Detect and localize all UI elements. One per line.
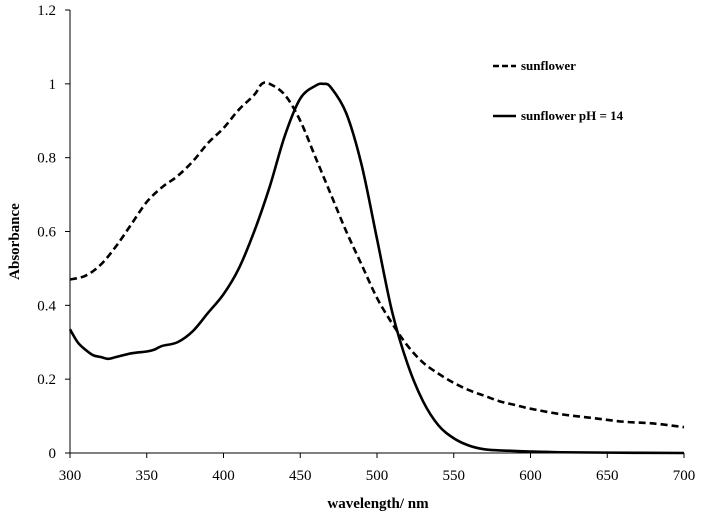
y-tick-label: 0.2 <box>37 372 56 388</box>
series-line-sunflower <box>69 81 685 429</box>
series-line-sunflower-ph14 <box>68 82 685 455</box>
y-tick-label: 0.8 <box>37 151 56 167</box>
y-tick-group: 0 0.2 0.4 0.6 0.8 1 1.2 <box>37 3 70 462</box>
y-tick-label: 0.4 <box>37 298 56 314</box>
y-axis-title: Absorbance <box>7 203 23 280</box>
legend-label: sunflower <box>521 58 576 73</box>
x-tick-label: 550 <box>443 468 466 484</box>
y-tick-label: 0 <box>49 446 57 462</box>
series-group <box>68 81 685 455</box>
x-axis-title: wavelength/ nm <box>327 496 429 512</box>
x-tick-label: 700 <box>673 468 696 484</box>
x-tick-group: 300 350 400 450 500 550 600 650 700 <box>59 453 696 484</box>
legend-label: sunflower pH = 14 <box>521 108 624 123</box>
x-tick-label: 600 <box>519 468 542 484</box>
x-tick-label: 650 <box>596 468 619 484</box>
x-tick-label: 350 <box>136 468 159 484</box>
y-tick-label: 0.6 <box>37 225 56 241</box>
x-tick-label: 300 <box>59 468 82 484</box>
x-tick-label: 500 <box>366 468 389 484</box>
x-tick-label: 400 <box>212 468 235 484</box>
axes <box>69 10 684 454</box>
y-tick-label: 1.2 <box>37 3 56 19</box>
y-tick-label: 1 <box>49 77 57 93</box>
x-tick-label: 450 <box>289 468 312 484</box>
legend: sunflower sunflower pH = 14 <box>493 58 624 123</box>
